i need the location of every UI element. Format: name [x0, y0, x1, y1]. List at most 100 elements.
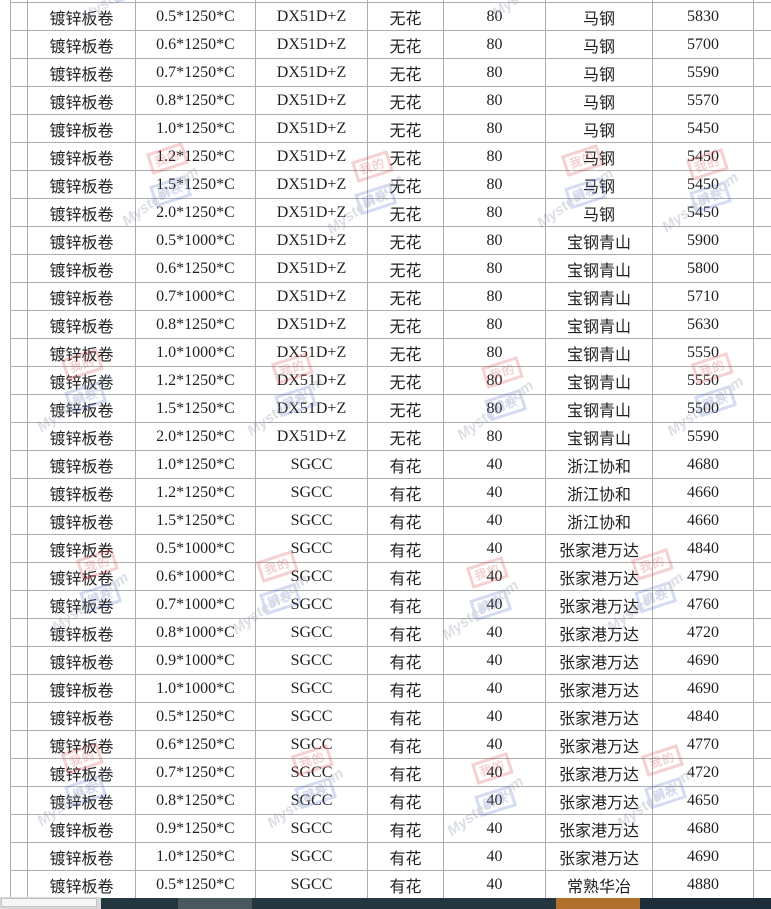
- taskbar-segment-slate[interactable]: [178, 898, 252, 909]
- cell-spec: 0.9*1250*C: [135, 814, 256, 843]
- cell-mill: 张家港万达: [545, 702, 653, 731]
- cell-spangle: 有花: [367, 786, 444, 815]
- row-right-gutter: [753, 394, 771, 423]
- cell-spangle: 无花: [367, 366, 444, 395]
- cell-spec: 0.7*1000*C: [135, 590, 256, 619]
- cell-mill: 宝钢青山: [545, 394, 653, 423]
- cell-grade: DX51D+Z: [255, 86, 368, 115]
- cell-grade: DX51D+Z: [255, 170, 368, 199]
- cell-spangle: 有花: [367, 506, 444, 535]
- row-right-gutter: [753, 142, 771, 171]
- row-left-gutter: [10, 674, 28, 703]
- cell-spangle: 无花: [367, 394, 444, 423]
- cell-spec: 0.6*1250*C: [135, 30, 256, 59]
- scrollbar-thumb[interactable]: [1, 898, 97, 907]
- row-right-gutter: [753, 786, 771, 815]
- cell-price: 5710: [652, 282, 754, 311]
- cell-zinc-coating: 40: [443, 590, 546, 619]
- cell-mill: 宝钢青山: [545, 338, 653, 367]
- row-right-gutter: [753, 2, 771, 31]
- cell-mill: 马钢: [545, 114, 653, 143]
- table-row: 镀锌板卷 2.0*1250*C DX51D+Z 无花 80 宝钢青山 5590: [10, 422, 771, 451]
- table-row: 镀锌板卷 0.7*1250*C DX51D+Z 无花 80 马钢 5590: [10, 58, 771, 87]
- cell-grade: SGCC: [255, 870, 368, 899]
- cell-zinc-coating: 80: [443, 422, 546, 451]
- row-right-gutter: [753, 422, 771, 451]
- cell-mill: 张家港万达: [545, 562, 653, 591]
- price-table-body: 镀锌板卷 0.5*1250*C DX51D+Z 无花 80 马钢 5830 镀锌板卷 0.6*1…: [10, 0, 771, 899]
- table-row: 镀锌板卷 0.7*1000*C DX51D+Z 无花 80 宝钢青山 5710: [10, 282, 771, 311]
- cell-spec: 1.2*1250*C: [135, 142, 256, 171]
- row-right-gutter: [753, 282, 771, 311]
- row-right-gutter: [753, 478, 771, 507]
- horizontal-scrollbar[interactable]: [0, 897, 101, 909]
- table-row: 镀锌板卷 1.2*1250*C DX51D+Z 无花 80 马钢 5450: [10, 142, 771, 171]
- cell-spangle: 无花: [367, 86, 444, 115]
- row-right-gutter: [753, 534, 771, 563]
- table-row: 镀锌板卷 0.5*1000*C DX51D+Z 无花 80 宝钢青山 5900: [10, 226, 771, 255]
- cell-mill: 马钢: [545, 198, 653, 227]
- cell-price: 4840: [652, 534, 754, 563]
- cell-price: 5500: [652, 394, 754, 423]
- cell-product: 镀锌板卷: [27, 506, 136, 535]
- row-left-gutter: [10, 478, 28, 507]
- taskbar-segment-navy[interactable]: [640, 898, 771, 909]
- cell-spangle: 无花: [367, 114, 444, 143]
- cell-zinc-coating: 80: [443, 198, 546, 227]
- cell-grade: DX51D+Z: [255, 58, 368, 87]
- row-right-gutter: [753, 562, 771, 591]
- cell-zinc-coating: 40: [443, 702, 546, 731]
- cell-mill: 宝钢青山: [545, 226, 653, 255]
- table-row: 镀锌板卷 0.6*1250*C DX51D+Z 无花 80 宝钢青山 5800: [10, 254, 771, 283]
- taskbar-segment-orange[interactable]: [556, 898, 640, 909]
- row-left-gutter: [10, 170, 28, 199]
- cell-spangle: 有花: [367, 646, 444, 675]
- cell-grade: SGCC: [255, 730, 368, 759]
- cell-spangle: 有花: [367, 478, 444, 507]
- cell-price: 5590: [652, 58, 754, 87]
- cell-spec: 0.6*1250*C: [135, 254, 256, 283]
- cell-spangle: 无花: [367, 226, 444, 255]
- cell-mill: 张家港万达: [545, 814, 653, 843]
- cell-zinc-coating: 80: [443, 282, 546, 311]
- cell-mill: 宝钢青山: [545, 366, 653, 395]
- cell-grade: SGCC: [255, 702, 368, 731]
- row-left-gutter: [10, 394, 28, 423]
- cell-spangle: 有花: [367, 450, 444, 479]
- table-row: 镀锌板卷 0.8*1250*C DX51D+Z 无花 80 马钢 5570: [10, 86, 771, 115]
- cell-mill: 马钢: [545, 2, 653, 31]
- cell-product: 镀锌板卷: [27, 786, 136, 815]
- row-left-gutter: [10, 450, 28, 479]
- cell-product: 镀锌板卷: [27, 170, 136, 199]
- cell-spangle: 无花: [367, 58, 444, 87]
- cell-spangle: 无花: [367, 142, 444, 171]
- cell-spec: 0.9*1000*C: [135, 646, 256, 675]
- cell-zinc-coating: 80: [443, 2, 546, 31]
- cell-spangle: 有花: [367, 842, 444, 871]
- cell-spec: 0.5*1000*C: [135, 226, 256, 255]
- row-right-gutter: [753, 198, 771, 227]
- cell-grade: DX51D+Z: [255, 198, 368, 227]
- cell-price: 4720: [652, 618, 754, 647]
- cell-price: 5830: [652, 2, 754, 31]
- cell-spangle: 无花: [367, 310, 444, 339]
- cell-spec: 1.0*1000*C: [135, 338, 256, 367]
- cell-price: 5450: [652, 114, 754, 143]
- cell-price: 5450: [652, 142, 754, 171]
- row-left-gutter: [10, 590, 28, 619]
- cell-product: 镀锌板卷: [27, 338, 136, 367]
- cell-zinc-coating: 40: [443, 506, 546, 535]
- table-row: 镀锌板卷 1.2*1250*C DX51D+Z 无花 80 宝钢青山 5550: [10, 366, 771, 395]
- cell-price: 5630: [652, 310, 754, 339]
- cell-spangle: 有花: [367, 590, 444, 619]
- row-right-gutter: [753, 254, 771, 283]
- cell-grade: SGCC: [255, 674, 368, 703]
- cell-zinc-coating: 40: [443, 758, 546, 787]
- row-right-gutter: [753, 730, 771, 759]
- row-left-gutter: [10, 198, 28, 227]
- cell-mill: 张家港万达: [545, 534, 653, 563]
- row-left-gutter: [10, 534, 28, 563]
- cell-spec: 1.2*1250*C: [135, 366, 256, 395]
- cell-grade: DX51D+Z: [255, 394, 368, 423]
